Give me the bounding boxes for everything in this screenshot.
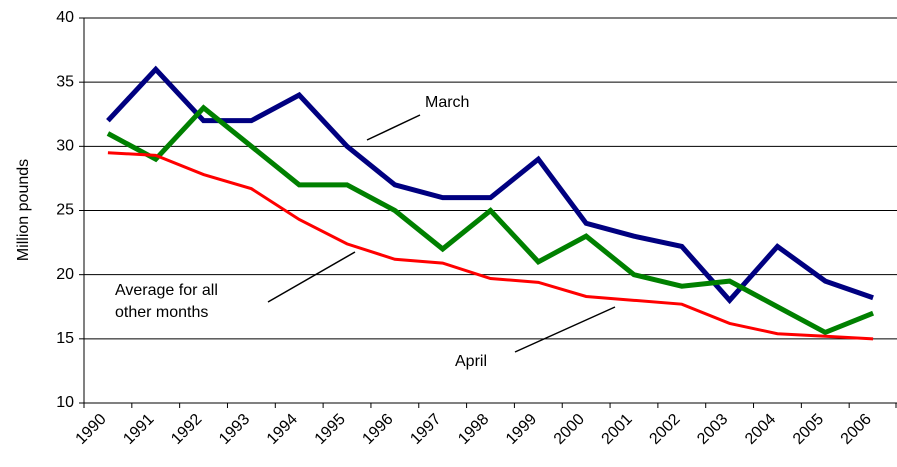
x-tick-label: 1999 — [503, 411, 540, 448]
x-tick-label: 2005 — [790, 411, 827, 448]
annotation-arrow — [267, 251, 356, 303]
series-line — [107, 151, 874, 341]
x-tick-label: 2002 — [646, 411, 683, 448]
x-tick-label: 2004 — [742, 411, 779, 448]
y-tick-label: 40 — [56, 9, 74, 26]
x-tick-label: 1990 — [73, 411, 110, 448]
x-tick-label: 1997 — [407, 411, 444, 448]
x-tick-label: 1993 — [216, 411, 253, 448]
y-tick-label: 10 — [56, 394, 74, 411]
y-tick-label: 30 — [56, 138, 74, 155]
series-line — [106, 65, 874, 305]
x-tick-label: 1998 — [455, 411, 492, 448]
annotation: Average for all other months — [115, 282, 218, 321]
annotation-arrow — [514, 306, 616, 353]
x-tick-label: 1996 — [359, 411, 396, 448]
x-tick-label: 1995 — [312, 411, 349, 448]
x-tick-label: 1991 — [120, 411, 157, 448]
x-tick-label: 1992 — [168, 411, 205, 448]
y-axis-label: Million pounds — [15, 159, 32, 261]
annotation: March — [425, 94, 470, 111]
x-tick-label: 2000 — [551, 411, 588, 448]
x-tick-label: 2003 — [694, 411, 731, 448]
series-line — [106, 104, 875, 336]
annotation-arrow — [366, 114, 421, 141]
y-tick-label: 20 — [56, 266, 74, 283]
y-tick-label: 25 — [56, 202, 74, 219]
y-tick-label: 35 — [56, 73, 74, 90]
annotation: April — [455, 353, 488, 370]
y-tick-label: 15 — [56, 330, 74, 347]
x-tick-label: 1994 — [264, 411, 301, 448]
x-tick-label: 2006 — [838, 411, 875, 448]
x-tick-label: 2001 — [599, 411, 636, 448]
